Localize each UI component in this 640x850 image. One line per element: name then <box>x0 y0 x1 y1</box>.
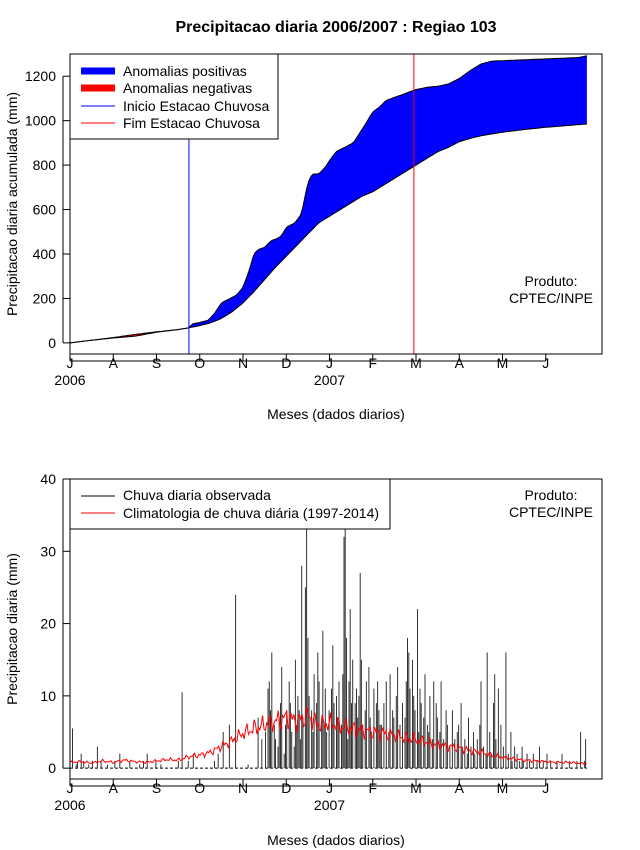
xtick-label: J <box>326 780 333 796</box>
daily-product-line1: Produto: <box>525 487 578 503</box>
ytick-label: 600 <box>33 202 57 218</box>
legend-label-end: Fim Estacao Chuvosa <box>123 115 260 131</box>
xtick-label: J <box>67 780 74 796</box>
figure-title: Precipitacao diaria 2006/2007 : Regiao 1… <box>175 19 496 36</box>
xtick-label: A <box>109 355 119 371</box>
legend-label-observed: Chuva diaria observada <box>123 487 271 503</box>
year-label: 2006 <box>54 797 85 813</box>
xtick-label: O <box>194 780 205 796</box>
xtick-label: N <box>238 355 248 371</box>
daily-legend: Chuva diaria observada Climatologia de c… <box>69 478 391 530</box>
ytick-label: 200 <box>33 290 57 306</box>
daily-product-line2: CPTEC/INPE <box>509 504 593 520</box>
xtick-label: M <box>497 355 509 371</box>
ytick-label: 10 <box>40 688 56 704</box>
daily-legend-box <box>69 478 391 530</box>
xtick-label: J <box>67 355 74 371</box>
ytick-label: 0 <box>48 335 56 351</box>
ytick-label: 20 <box>40 616 56 632</box>
xtick-label: M <box>410 355 422 371</box>
xtick-label: S <box>152 780 161 796</box>
positive-anomaly-area <box>70 55 587 343</box>
ytick-label: 1000 <box>25 113 56 129</box>
cumulative-plot-box <box>69 53 603 355</box>
xtick-label: J <box>542 355 549 371</box>
ytick-label: 800 <box>33 157 57 173</box>
cumulative-xlabel: Meses (dados diarios) <box>267 406 405 422</box>
cumulative-series-layer <box>69 54 587 354</box>
climatology-daily-line <box>69 706 587 765</box>
xtick-label: D <box>281 355 291 371</box>
ytick-label: 400 <box>33 246 57 262</box>
climatology-cumulative-line <box>69 123 587 344</box>
xtick-label: S <box>152 355 161 371</box>
legend-label-positive: Anomalias positivas <box>123 63 247 79</box>
xtick-label: M <box>497 780 509 796</box>
ytick-label: 0 <box>48 760 56 776</box>
year-label: 2006 <box>54 372 85 388</box>
ytick-label: 1200 <box>25 68 56 84</box>
legend-label-negative: Anomalias negativas <box>123 80 252 96</box>
xtick-label: D <box>281 780 291 796</box>
cumulative-product-line1: Produto: <box>525 273 578 289</box>
legend-label-start: Inicio Estacao Chuvosa <box>123 98 270 114</box>
daily-xlabel: Meses (dados diarios) <box>267 832 405 848</box>
daily-series-layer <box>69 479 587 769</box>
xtick-label: J <box>542 780 549 796</box>
ytick-label: 40 <box>40 471 56 487</box>
xtick-label: M <box>410 780 422 796</box>
xtick-label: N <box>238 780 248 796</box>
xtick-label: A <box>109 780 119 796</box>
xtick-label: F <box>368 780 377 796</box>
year-label: 2007 <box>314 372 345 388</box>
year-label: 2007 <box>314 797 345 813</box>
cumulative-product-line2: CPTEC/INPE <box>509 290 593 306</box>
legend-label-climatology: Climatologia de chuva diária (1997-2014) <box>123 505 379 521</box>
daily-ylabel: Precipitacao diaria (mm) <box>4 553 20 705</box>
cumulative-ylabel: Precipitacao diaria acumulada (mm) <box>4 92 20 316</box>
xtick-label: O <box>194 355 205 371</box>
xtick-label: F <box>368 355 377 371</box>
ytick-label: 30 <box>40 543 56 559</box>
xtick-label: A <box>455 780 465 796</box>
xtick-label: J <box>326 355 333 371</box>
xtick-label: A <box>455 355 465 371</box>
cumulative-legend: Anomalias positivas Anomalias negativas … <box>69 53 279 140</box>
